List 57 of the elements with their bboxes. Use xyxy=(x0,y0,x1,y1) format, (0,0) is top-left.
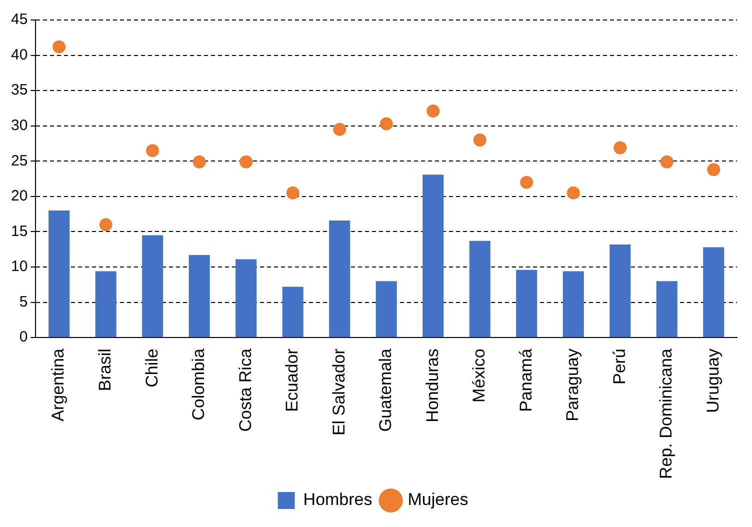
x-tick-label: Perú xyxy=(610,348,629,385)
y-tick-label: 10 xyxy=(10,258,28,276)
legend-label: Mujeres xyxy=(408,490,468,510)
x-tick-label: México xyxy=(470,348,489,402)
point xyxy=(473,133,486,146)
bar xyxy=(422,174,444,338)
y-tick-label: 20 xyxy=(10,188,28,205)
legend-label: Hombres xyxy=(303,490,372,510)
bar xyxy=(48,210,70,338)
x-tick-label: Paraguay xyxy=(563,348,582,422)
point xyxy=(192,155,206,168)
x-tick-label: Colombia xyxy=(189,348,208,420)
x-tick-label: Honduras xyxy=(422,348,442,422)
point xyxy=(707,163,720,176)
x-tick-label: El Salvador xyxy=(329,348,348,436)
point xyxy=(614,141,627,154)
x-tick-label: Argentina xyxy=(48,348,68,422)
bar xyxy=(95,271,116,338)
point xyxy=(52,40,66,54)
point xyxy=(660,155,674,168)
bar xyxy=(282,286,304,338)
x-tick-label: Uruguay xyxy=(703,348,722,413)
y-tick-label: 30 xyxy=(10,117,28,134)
y-tick-label: 45 xyxy=(10,11,28,28)
bar xyxy=(703,247,724,338)
y-tick-label: 35 xyxy=(10,82,28,99)
x-tick-label: Costa Rica xyxy=(236,348,255,432)
bar xyxy=(610,244,631,338)
bar xyxy=(469,240,490,338)
x-tick-label: Brasil xyxy=(96,348,115,392)
point xyxy=(240,155,253,168)
point xyxy=(99,218,112,232)
x-tick-label: Chile xyxy=(142,348,162,388)
point xyxy=(333,122,346,136)
y-tick-label: 5 xyxy=(19,293,28,310)
bar xyxy=(236,259,257,338)
bar xyxy=(562,271,584,338)
x-tick-label: Rep. Dominicana xyxy=(656,348,676,480)
x-tick-label: Guatemala xyxy=(376,348,396,432)
bar xyxy=(516,270,538,338)
bar xyxy=(142,235,164,338)
point xyxy=(286,186,300,200)
y-tick-label: 25 xyxy=(10,152,28,170)
bar xyxy=(188,255,210,338)
y-tick-label: 0 xyxy=(19,328,28,346)
x-tick-label: Ecuador xyxy=(282,348,302,412)
y-tick-label: 40 xyxy=(10,46,28,64)
bar xyxy=(329,220,350,338)
y-tick-label: 15 xyxy=(10,222,28,240)
point xyxy=(520,176,534,189)
bar xyxy=(376,281,397,338)
x-tick-label: Panamá xyxy=(516,348,536,412)
bar xyxy=(656,281,678,338)
point xyxy=(146,144,160,158)
point xyxy=(566,186,580,200)
point xyxy=(426,104,440,118)
point xyxy=(380,117,393,130)
